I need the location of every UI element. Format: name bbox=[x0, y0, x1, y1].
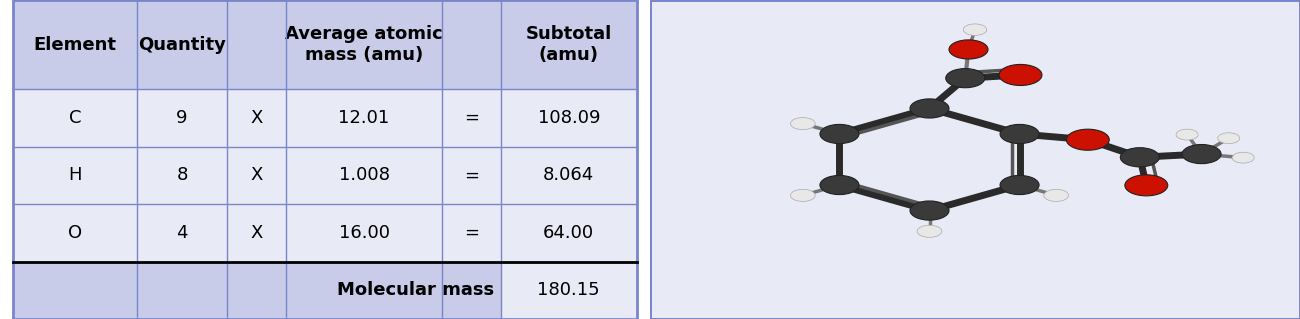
Text: 64.00: 64.00 bbox=[543, 224, 594, 242]
Bar bbox=[442, 89, 501, 147]
Circle shape bbox=[820, 175, 859, 195]
Circle shape bbox=[918, 225, 941, 237]
Circle shape bbox=[1000, 175, 1039, 195]
Bar bbox=[500, 147, 637, 204]
Circle shape bbox=[1121, 148, 1160, 167]
Circle shape bbox=[1066, 129, 1109, 150]
Text: =: = bbox=[464, 167, 478, 184]
Circle shape bbox=[1176, 129, 1199, 140]
Text: 108.09: 108.09 bbox=[537, 109, 601, 127]
Text: 9: 9 bbox=[177, 109, 187, 127]
Bar bbox=[650, 0, 1300, 319]
Bar bbox=[136, 0, 228, 89]
Text: 8.064: 8.064 bbox=[543, 167, 594, 184]
Circle shape bbox=[1232, 152, 1254, 163]
Text: 1.008: 1.008 bbox=[338, 167, 390, 184]
Text: =: = bbox=[464, 109, 478, 127]
Circle shape bbox=[820, 124, 859, 144]
Text: H: H bbox=[68, 167, 82, 184]
Bar bbox=[13, 147, 136, 204]
Text: 12.01: 12.01 bbox=[338, 109, 390, 127]
Text: X: X bbox=[251, 167, 263, 184]
Text: 4: 4 bbox=[177, 224, 187, 242]
Text: C: C bbox=[69, 109, 81, 127]
Bar bbox=[13, 262, 500, 319]
Text: 180.15: 180.15 bbox=[537, 281, 601, 299]
Circle shape bbox=[1218, 133, 1240, 144]
Text: 8: 8 bbox=[177, 167, 187, 184]
Text: Element: Element bbox=[34, 36, 116, 54]
Bar bbox=[286, 204, 442, 262]
Circle shape bbox=[949, 40, 988, 59]
Bar bbox=[500, 262, 637, 319]
Circle shape bbox=[790, 189, 815, 202]
Text: X: X bbox=[251, 109, 263, 127]
Circle shape bbox=[1124, 175, 1167, 196]
Text: 16.00: 16.00 bbox=[338, 224, 390, 242]
Bar bbox=[13, 204, 136, 262]
Bar bbox=[500, 0, 637, 89]
Bar bbox=[136, 204, 228, 262]
Text: X: X bbox=[251, 224, 263, 242]
Bar bbox=[286, 147, 442, 204]
Bar bbox=[227, 0, 286, 89]
Bar bbox=[13, 0, 136, 89]
Text: Molecular mass: Molecular mass bbox=[337, 281, 494, 299]
Bar bbox=[500, 89, 637, 147]
Text: Subtotal
(amu): Subtotal (amu) bbox=[525, 25, 612, 64]
Bar bbox=[136, 147, 228, 204]
Text: Average atomic
mass (amu): Average atomic mass (amu) bbox=[285, 25, 443, 64]
Bar bbox=[442, 204, 501, 262]
Bar bbox=[286, 0, 442, 89]
Text: O: O bbox=[68, 224, 82, 242]
Bar bbox=[13, 89, 136, 147]
Circle shape bbox=[1182, 145, 1221, 164]
Circle shape bbox=[790, 117, 815, 130]
Circle shape bbox=[963, 24, 987, 35]
Bar bbox=[227, 147, 286, 204]
Circle shape bbox=[946, 69, 985, 88]
Bar bbox=[227, 89, 286, 147]
Circle shape bbox=[1000, 124, 1039, 144]
Bar bbox=[442, 0, 501, 89]
Bar bbox=[227, 204, 286, 262]
Bar bbox=[500, 204, 637, 262]
Text: =: = bbox=[464, 224, 478, 242]
Text: Quantity: Quantity bbox=[138, 36, 226, 54]
Bar bbox=[136, 89, 228, 147]
Circle shape bbox=[910, 99, 949, 118]
Bar bbox=[286, 89, 442, 147]
Circle shape bbox=[998, 64, 1043, 85]
Bar bbox=[650, 0, 1300, 319]
Bar bbox=[442, 147, 501, 204]
Circle shape bbox=[910, 201, 949, 220]
Circle shape bbox=[1044, 189, 1069, 202]
